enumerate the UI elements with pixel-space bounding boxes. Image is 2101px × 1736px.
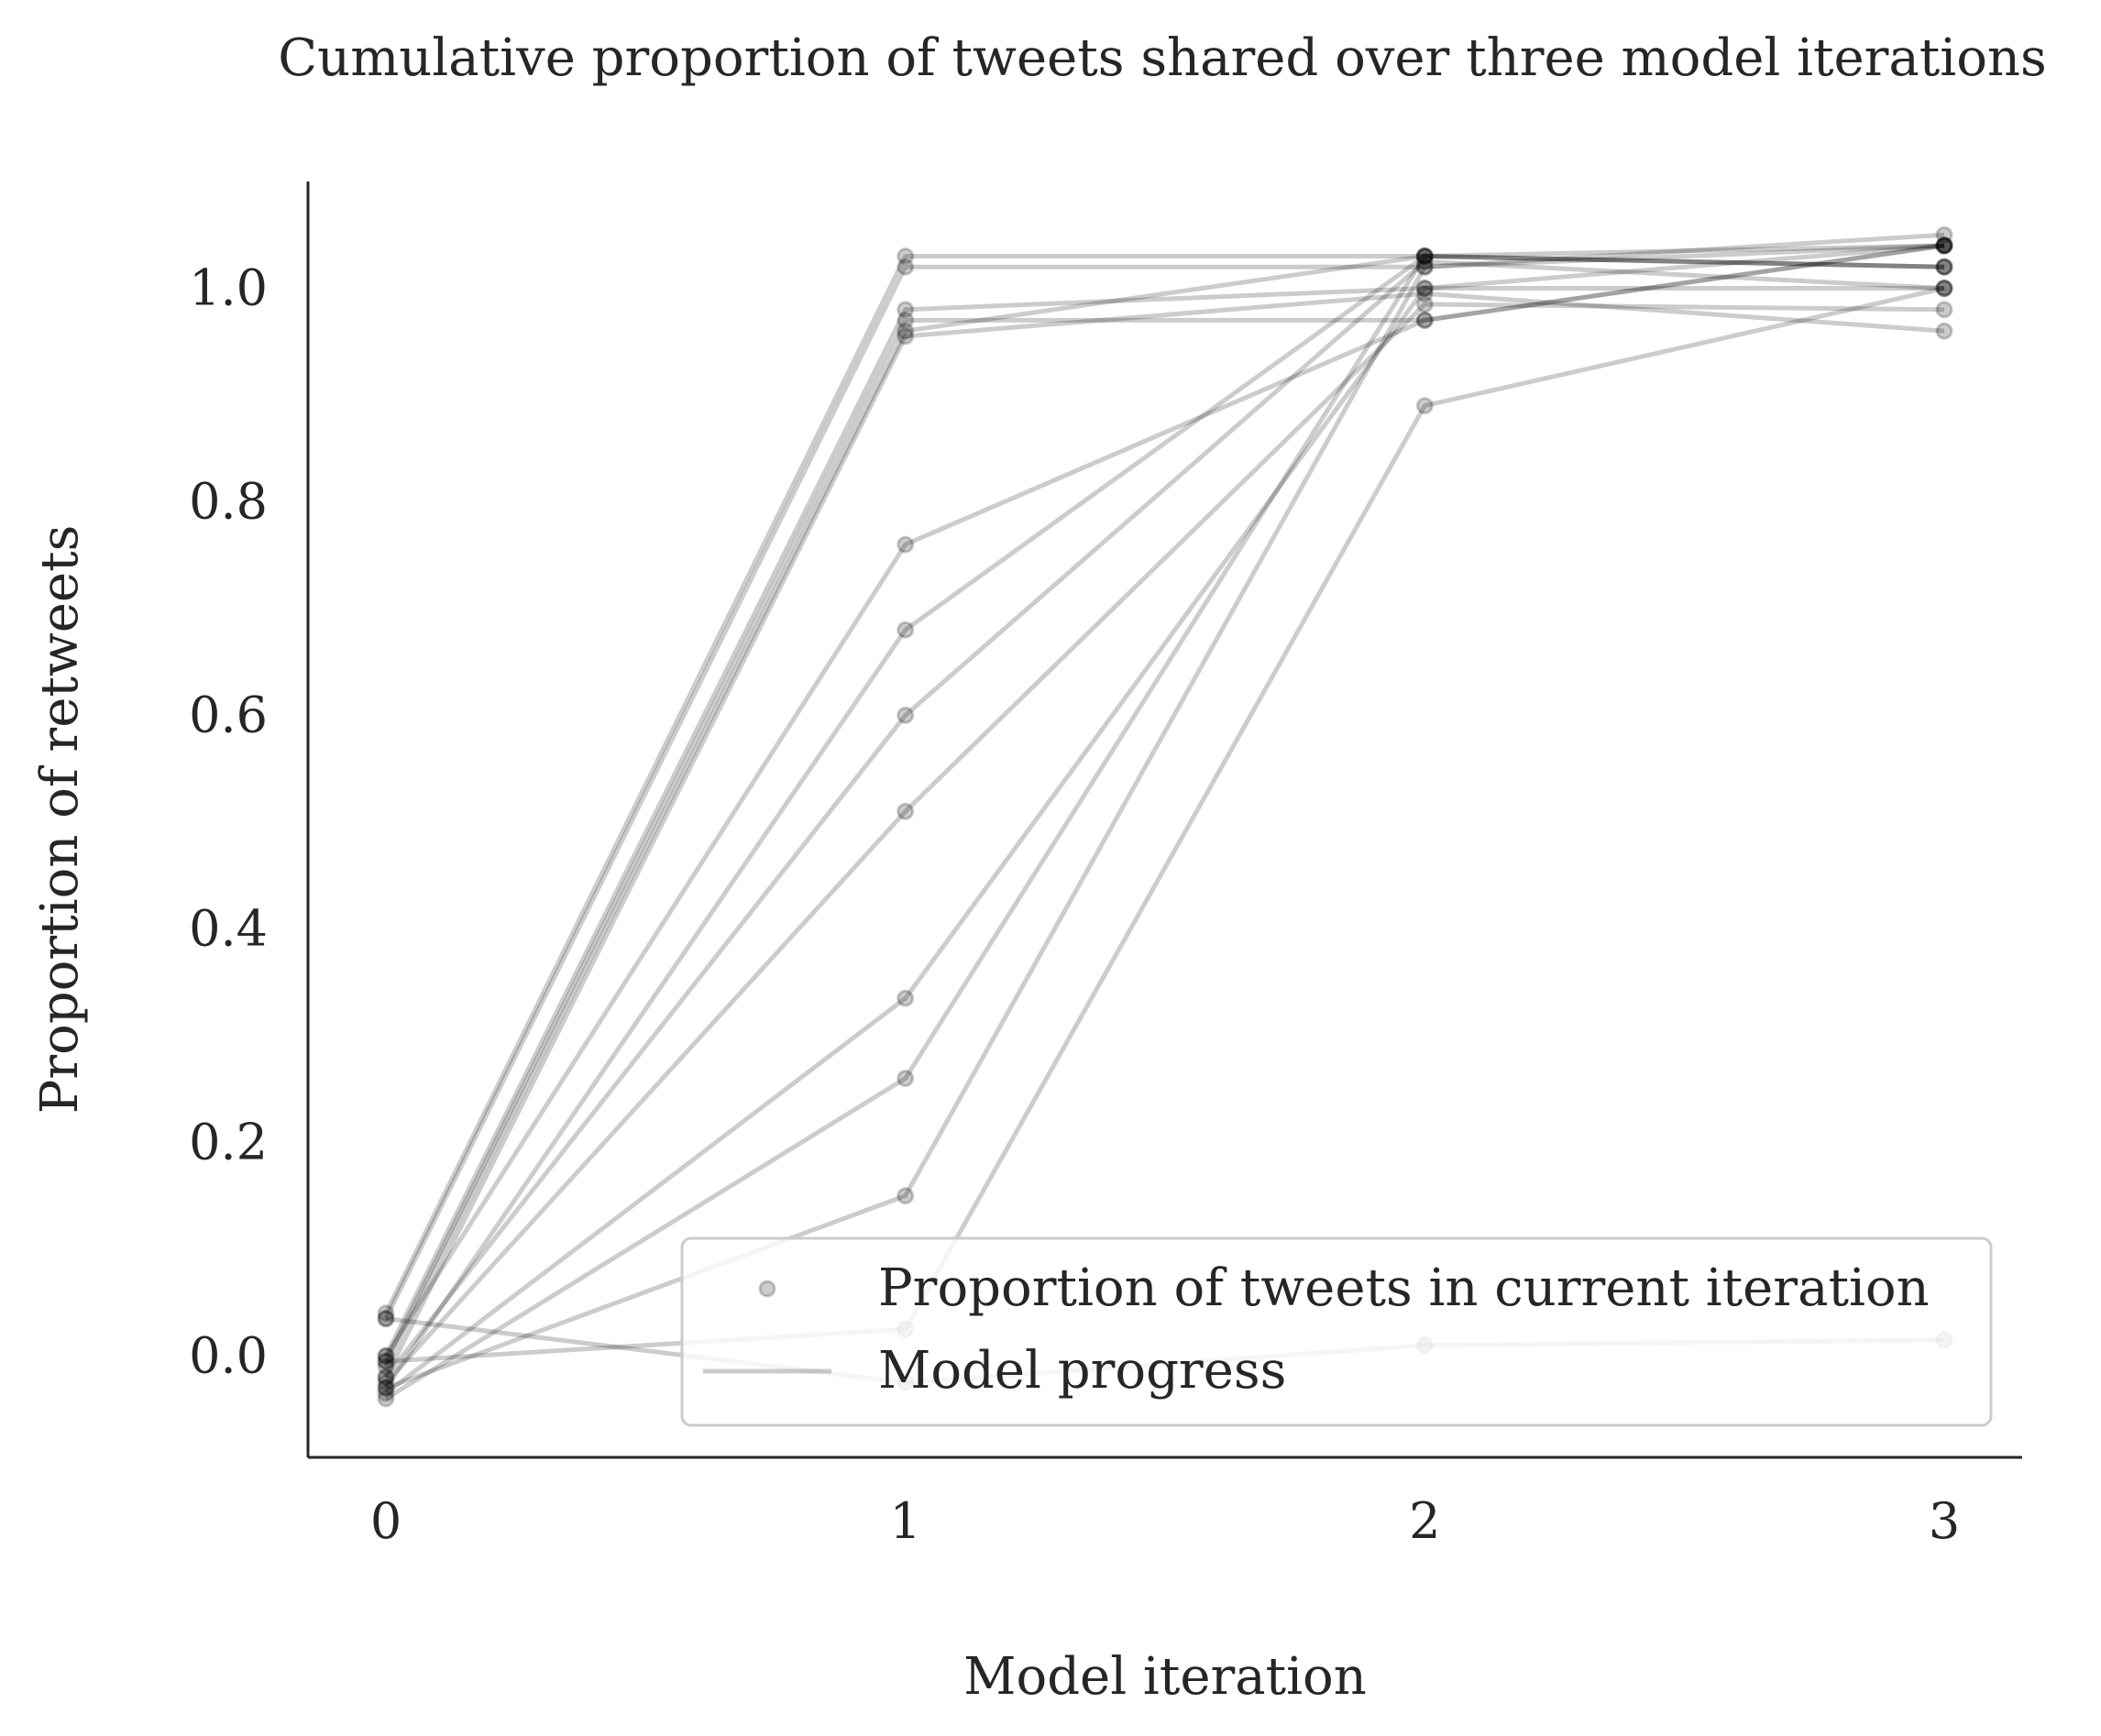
series-6-point-0: [377, 1368, 395, 1387]
series-5-point-2: [1415, 247, 1434, 265]
series-1-point-3: [1935, 236, 1953, 255]
series-11-point-3: [1935, 236, 1953, 255]
series-line-4: [383, 243, 1945, 1363]
series-line-5: [383, 254, 1945, 1368]
series-8-point-0: [377, 1379, 395, 1397]
y-tick-label: 0.6: [189, 686, 268, 743]
x-tick-label: 3: [1929, 1492, 1960, 1550]
series-line-8: [383, 254, 1945, 1390]
series-5-point-1: [896, 322, 915, 340]
y-tick-label: 0.8: [189, 473, 268, 531]
y-tick-label: 0.2: [189, 1113, 268, 1170]
x-tick-label: 2: [1409, 1492, 1440, 1550]
x-axis-label: Model iteration: [963, 1647, 1367, 1707]
legend-box: [680, 1236, 1993, 1427]
series-12-point-2: [1415, 247, 1434, 265]
series-13-point-1: [896, 1187, 915, 1205]
y-axis-label: Proportion of retweets: [30, 525, 90, 1115]
x-tick-label: 0: [370, 1492, 402, 1550]
series-12-point-0: [377, 1390, 395, 1408]
series-14-point-2: [1415, 397, 1434, 415]
chart-title: Cumulative proportion of tweets shared o…: [278, 28, 2046, 88]
series-4-point-1: [896, 311, 915, 329]
legend: Proportion of tweets in current iteratio…: [680, 1236, 1993, 1427]
series-3-point-1: [896, 301, 915, 319]
series-10-point-3: [1935, 301, 1953, 319]
series-11-point-1: [896, 989, 915, 1007]
series-line-7: [383, 243, 1945, 1357]
legend-label-markers: Proportion of tweets in current iteratio…: [878, 1258, 1930, 1318]
series-2-point-0: [377, 1310, 395, 1328]
series-14-point-0: [377, 1352, 395, 1370]
series-8-point-1: [896, 621, 915, 639]
series-13-point-3: [1935, 236, 1953, 255]
series-7-point-0: [377, 1346, 395, 1365]
x-tick-labels: 0 1 2 3: [370, 1492, 1960, 1550]
series-line-10: [384, 302, 1945, 1385]
series-layer: [377, 225, 1953, 1408]
series-2-point-3: [1935, 225, 1953, 244]
series-11-point-0: [377, 1384, 395, 1402]
legend-marker-icon: [758, 1280, 776, 1298]
y-tick-label: 0.0: [189, 1326, 268, 1384]
series-9-point-0: [377, 1368, 395, 1387]
series-15-point-0: [377, 1310, 395, 1328]
series-10-point-1: [896, 802, 915, 820]
series-line-1: [383, 243, 1945, 1314]
series-line-3: [383, 286, 1944, 1357]
series-8-point-3: [1935, 258, 1953, 276]
y-tick-label: 1.0: [189, 259, 268, 317]
series-5-point-0: [377, 1357, 395, 1376]
series-7-point-2: [1415, 311, 1434, 329]
series-13-point-0: [377, 1379, 395, 1397]
series-5-point-3: [1935, 258, 1953, 276]
series-9-point-2: [1415, 252, 1434, 270]
series-8-point-2: [1415, 247, 1434, 265]
series-3-point-2: [1415, 280, 1434, 297]
series-14-point-3: [1935, 280, 1953, 297]
series-2-point-1: [896, 258, 915, 276]
series-line-6: [383, 291, 1945, 1379]
series-4-point-2: [1415, 311, 1434, 329]
series-10-point-0: [377, 1374, 395, 1391]
series-line-12: [384, 254, 1945, 1401]
series-9-point-1: [896, 706, 915, 724]
series-13-point-2: [1415, 258, 1434, 276]
series-10-point-2: [1415, 295, 1434, 313]
series-9-point-3: [1935, 280, 1953, 297]
y-tick-label: 0.4: [189, 899, 268, 957]
series-6-point-3: [1935, 322, 1953, 340]
series-12-point-3: [1935, 258, 1953, 276]
series-1-point-0: [377, 1304, 395, 1323]
series-4-point-3: [1935, 236, 1953, 255]
series-2-point-2: [1415, 258, 1434, 276]
series-line-14: [385, 286, 1945, 1364]
series-3-point-3: [1935, 280, 1953, 297]
series-line-2: [383, 232, 1945, 1320]
series-11-point-2: [1415, 280, 1434, 297]
series-3-point-0: [377, 1346, 395, 1365]
series-6-point-1: [896, 327, 915, 346]
series-1-point-1: [896, 247, 915, 265]
series-line-13: [385, 243, 1945, 1390]
legend-label-line: Model progress: [878, 1341, 1286, 1401]
series-7-point-1: [896, 535, 915, 554]
series-12-point-1: [896, 1070, 915, 1087]
x-tick-label: 1: [890, 1492, 921, 1550]
series-line-11: [384, 243, 1945, 1396]
y-tick-labels: 0.0 0.2 0.4 0.6 0.8 1.0: [189, 259, 268, 1385]
series-4-point-0: [377, 1352, 395, 1370]
series-1-point-2: [1415, 247, 1434, 265]
series-line-9: [384, 258, 1945, 1379]
series-7-point-3: [1935, 236, 1953, 255]
series-6-point-2: [1415, 284, 1434, 302]
